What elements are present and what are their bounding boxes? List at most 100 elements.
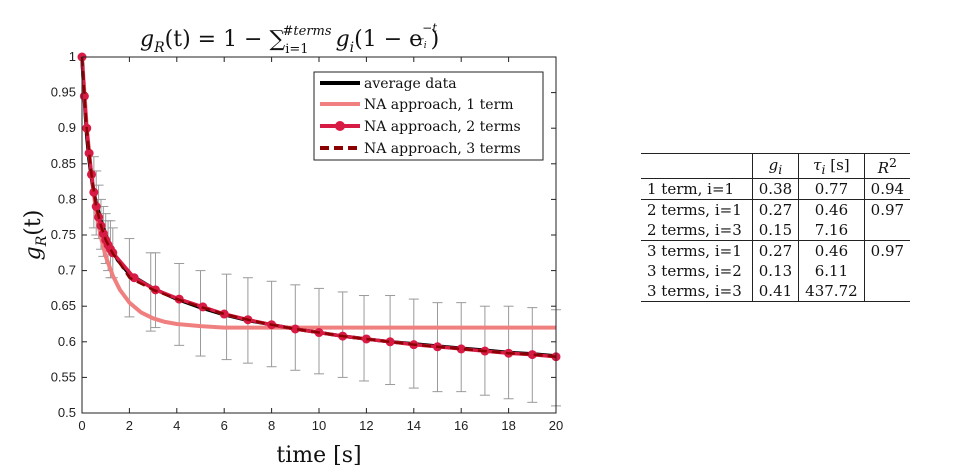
title-sum: ∑ (269, 27, 285, 52)
cell-r2: 0.97 (863, 240, 911, 261)
row-label: 1 term, i=1 (647, 180, 735, 198)
series-point-2terms (361, 334, 371, 344)
cell-r2: 0.94 (863, 178, 911, 200)
row-label: 2 terms, i=3 (647, 221, 742, 239)
table-header-row: gi τi [s] R2 (641, 153, 911, 179)
title-term-rest: (1 − e (354, 27, 422, 52)
cell-g: 0.15 (751, 220, 799, 241)
title-exp-den-sub: i (424, 41, 427, 51)
cell-g: 0.41 (751, 281, 799, 302)
table-row: 3 terms, i=2 0.13 6.11 (641, 261, 911, 281)
table-row: 1 term, i=1 0.38 0.77 0.94 (641, 178, 911, 200)
y-tick-label: 0.65 (51, 298, 76, 313)
x-tick-label: 20 (549, 418, 563, 433)
error-bar (195, 270, 206, 357)
x-tick-label: 0 (78, 418, 85, 433)
chart: gR(t) = 1 − ∑i=1#terms gi(1 − e−t τi) 0.50… (21, 21, 563, 468)
legend-label-2terms: NA approach, 2 terms (364, 119, 521, 135)
header-g: gi (751, 153, 799, 179)
x-tick-label: 16 (454, 418, 468, 433)
cell-r2: 0.97 (863, 199, 911, 220)
cell-g: 0.38 (751, 178, 799, 200)
y-tick-label: 0.6 (58, 334, 76, 349)
series-point-2terms (89, 187, 99, 197)
row-label: 3 terms, i=3 (641, 281, 753, 302)
header-r2: R2 (863, 153, 911, 179)
x-tick-label: 8 (268, 418, 275, 433)
legend: average data NA approach, 1 term NA appr… (313, 71, 544, 161)
y-tick-label: 0.8 (58, 191, 76, 206)
legend-label-3terms: NA approach, 3 terms (364, 141, 521, 157)
title-exp-den: τ (417, 34, 424, 48)
series-point-2terms (84, 148, 94, 158)
y-tick-label: 0.95 (51, 85, 76, 100)
header-tau: τi [s] (798, 153, 865, 179)
x-tick-label: 2 (126, 418, 133, 433)
row-label: 3 terms, i=2 (647, 262, 742, 280)
x-tick-label: 12 (359, 418, 373, 433)
series-point-2terms (456, 344, 466, 354)
series-point-2terms (385, 337, 395, 347)
cell-r2 (863, 220, 911, 241)
cell-tau: 0.77 (798, 178, 865, 200)
table-row: 3 terms, i=3 0.41 437.72 (641, 281, 911, 302)
legend-label-1term: NA approach, 1 term (364, 97, 514, 113)
row-label: 3 terms, i=1 (641, 240, 753, 261)
series-point-2terms (527, 350, 537, 360)
row-label: 2 terms, i=1 (641, 199, 753, 220)
x-tick-label: 6 (221, 418, 228, 433)
title-exp-num: −t (422, 21, 437, 35)
table-row: 3 terms, i=1 0.27 0.46 0.97 (641, 240, 911, 261)
y-tick-label: 0.75 (51, 227, 76, 242)
series-point-2terms (290, 324, 300, 334)
table-row: 2 terms, i=1 0.27 0.46 0.97 (641, 199, 911, 220)
cell-tau: 0.46 (798, 240, 865, 261)
plot-frame (81, 56, 557, 414)
legend-label-average: average data (364, 76, 457, 92)
error-bars (88, 156, 561, 407)
legend-box (313, 71, 544, 161)
title-close: ) (431, 27, 440, 52)
cell-tau: 437.72 (798, 281, 865, 302)
cell-r2 (863, 261, 911, 281)
header-blank (641, 153, 753, 179)
y-tick-label: 1 (69, 49, 76, 64)
x-tick-label: 18 (501, 418, 515, 433)
cell-g: 0.27 (751, 199, 799, 220)
chart-title: gR(t) = 1 − ∑i=1#terms gi(1 − e−t τi) (140, 21, 439, 57)
title-sum-sub: i=1 (285, 42, 308, 57)
cell-tau: 7.16 (798, 220, 865, 241)
y-tick-label: 0.5 (58, 405, 76, 420)
y-label-base: g (21, 246, 46, 260)
y-tick-label: 0.9 (58, 120, 76, 135)
title-term: g (336, 27, 350, 52)
y-label-sub: R (34, 235, 50, 247)
table-row: 2 terms, i=3 0.15 7.16 (641, 220, 911, 241)
cell-g: 0.27 (751, 240, 799, 261)
x-tick-label: 14 (407, 418, 421, 433)
title-lhs-arg: (t) = 1 − (165, 27, 270, 52)
cell-g: 0.13 (751, 261, 799, 281)
y-ticks: 0.5 0.55 0.6 0.65 0.7 0.75 0.8 0.85 0.9 0.95 1 (51, 49, 556, 420)
y-tick-label: 0.85 (51, 156, 76, 171)
series-line-3 (80, 56, 557, 359)
cell-tau: 6.11 (798, 261, 865, 281)
x-tick-label: 4 (173, 418, 180, 433)
y-axis-label: gR(t) (21, 210, 50, 261)
y-label-arg: (t) (21, 210, 46, 236)
x-tick-label: 10 (312, 418, 326, 433)
series-point-2terms (219, 309, 229, 319)
y-tick-label: 0.7 (58, 263, 76, 278)
parameter-table-container: gi τi [s] R2 1 term, i=1 0.38 0.77 0.94 … (641, 153, 911, 302)
title-lhs: g (140, 27, 154, 52)
title-sum-sup: #terms (283, 24, 332, 39)
title-term-sub: i (350, 40, 354, 56)
parameter-table: gi τi [s] R2 1 term, i=1 0.38 0.77 0.94 … (641, 153, 911, 302)
title-lhs-sub: R (153, 40, 165, 56)
cell-tau: 0.46 (798, 199, 865, 220)
series-lines (77, 52, 561, 362)
series-point-2terms (91, 202, 101, 212)
cell-r2 (863, 281, 911, 302)
y-tick-label: 0.55 (51, 369, 76, 384)
